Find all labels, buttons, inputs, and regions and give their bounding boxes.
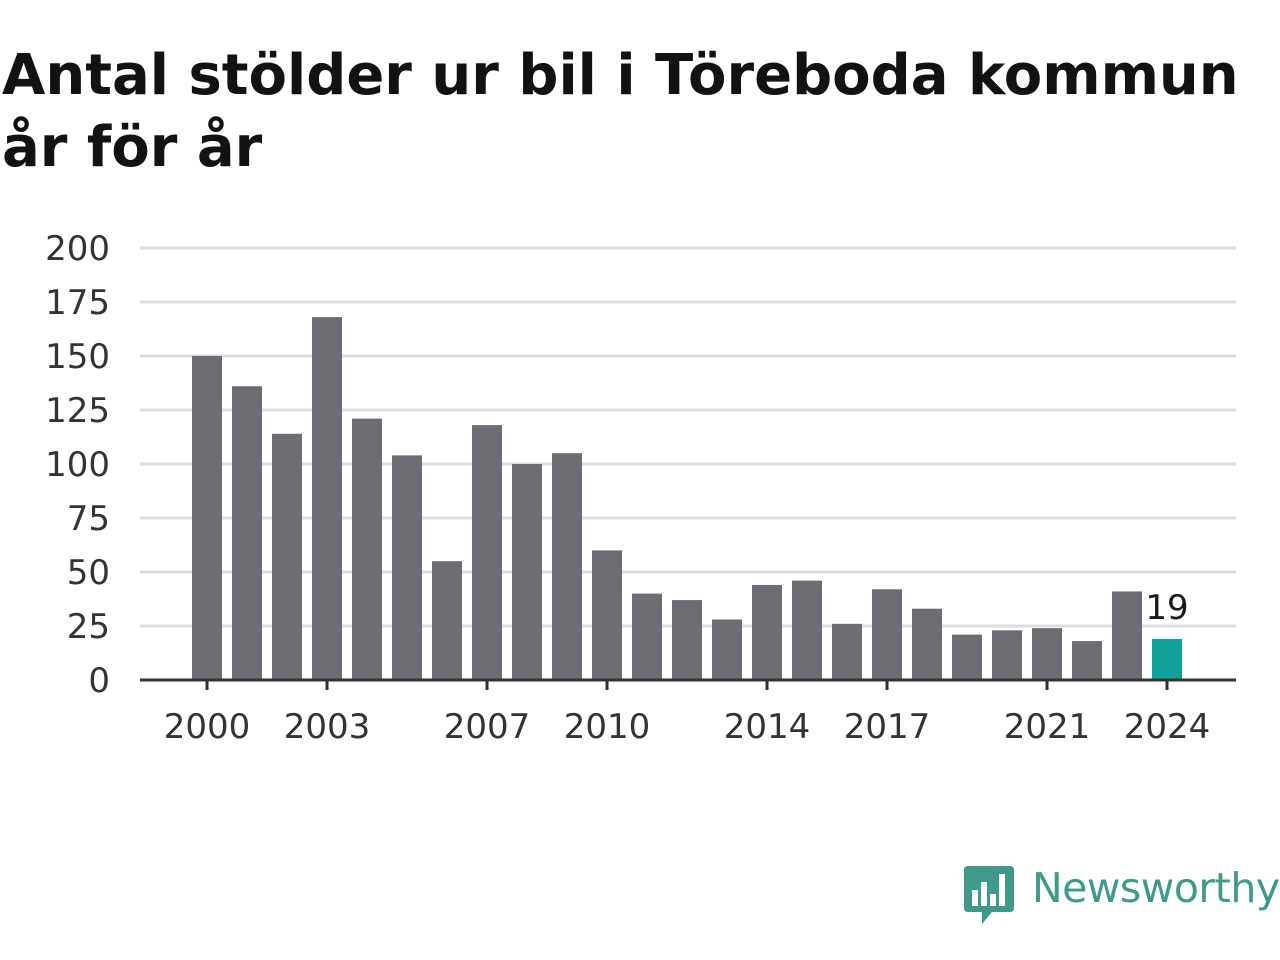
bar-2005 bbox=[392, 455, 422, 680]
brand-name: Newsworthy bbox=[1032, 864, 1280, 912]
x-axis-tick-labels: 2000 2003 2007 2010 2014 2017 2021 2024 bbox=[164, 707, 1211, 747]
bar-2011 bbox=[632, 593, 662, 680]
bar-2010 bbox=[592, 550, 622, 680]
y-tick-label-25: 25 bbox=[67, 607, 110, 647]
newsworthy-logo: Newsworthy bbox=[962, 862, 1280, 932]
chart-title: Antal stölder ur bil i Töreboda kommun å… bbox=[2, 43, 1239, 180]
y-tick-label-100: 100 bbox=[45, 445, 110, 485]
y-axis-tick-labels: 0 25 50 75 100 125 150 175 200 bbox=[45, 229, 110, 701]
bar-2023 bbox=[1112, 591, 1142, 680]
x-tick-label-2024: 2024 bbox=[1124, 707, 1211, 747]
x-axis bbox=[140, 678, 1236, 690]
y-tick-label-75: 75 bbox=[67, 499, 110, 539]
bar-2022 bbox=[1072, 641, 1102, 680]
x-tick-label-2000: 2000 bbox=[164, 707, 251, 747]
data-label-2024: 19 bbox=[1145, 588, 1188, 628]
bar-2002 bbox=[272, 433, 302, 680]
x-tick-label-2021: 2021 bbox=[1004, 707, 1091, 747]
bar-2021 bbox=[1032, 628, 1062, 680]
x-tick-label-2010: 2010 bbox=[564, 707, 651, 747]
bar-2015 bbox=[792, 580, 822, 680]
x-tick-label-2014: 2014 bbox=[724, 707, 811, 747]
bar-2006 bbox=[432, 561, 462, 680]
y-tick-label-150: 150 bbox=[45, 337, 110, 377]
y-tick-label-125: 125 bbox=[45, 391, 110, 431]
bar-2020 bbox=[992, 630, 1022, 680]
bar-2000 bbox=[192, 356, 222, 680]
bar-2017 bbox=[872, 589, 902, 680]
bar-2004 bbox=[352, 418, 382, 680]
bar-2024 bbox=[1152, 638, 1182, 680]
bar-2016 bbox=[832, 623, 862, 680]
bars bbox=[192, 317, 1182, 680]
y-tick-label-175: 175 bbox=[45, 283, 110, 323]
bar-2013 bbox=[712, 619, 742, 680]
bar-2001 bbox=[232, 386, 262, 680]
bar-2014 bbox=[752, 584, 782, 680]
x-tick-label-2017: 2017 bbox=[844, 707, 931, 747]
gridlines bbox=[140, 246, 1236, 628]
x-tick-label-2007: 2007 bbox=[444, 707, 531, 747]
y-tick-label-200: 200 bbox=[45, 229, 110, 269]
bar-2009 bbox=[552, 453, 582, 680]
y-tick-label-0: 0 bbox=[88, 661, 110, 701]
bar-2018 bbox=[912, 608, 942, 680]
bar-chart-speech-bubble-icon bbox=[964, 866, 1014, 924]
bar-2003 bbox=[312, 317, 342, 680]
y-tick-label-50: 50 bbox=[67, 553, 110, 593]
bar-2012 bbox=[672, 600, 702, 680]
bar-2008 bbox=[512, 464, 542, 680]
x-tick-label-2003: 2003 bbox=[284, 707, 371, 747]
bar-2007 bbox=[472, 425, 502, 680]
bar-2019 bbox=[952, 634, 982, 680]
data-labels: 19 bbox=[1145, 588, 1188, 628]
